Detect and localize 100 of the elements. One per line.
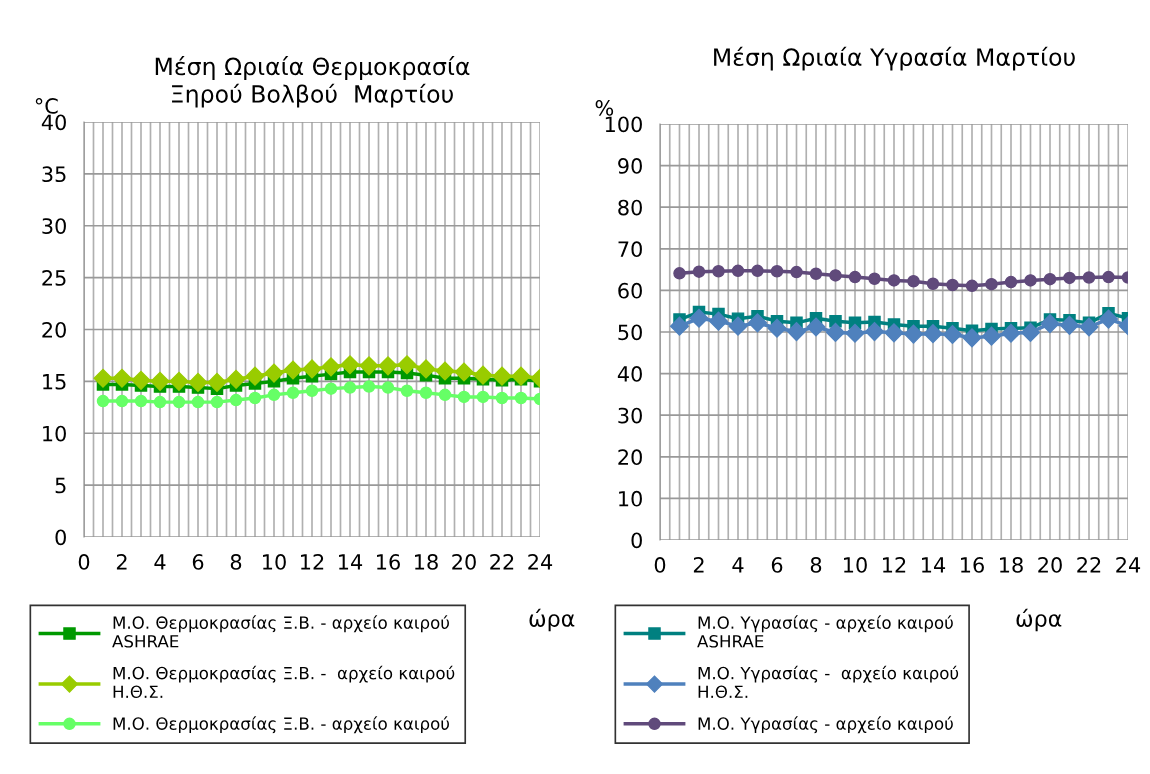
point	[153, 395, 167, 409]
point	[305, 384, 319, 397]
point	[267, 388, 281, 402]
point	[340, 355, 360, 375]
point	[747, 313, 768, 333]
point	[946, 278, 959, 292]
x-tick-label: 22	[1077, 557, 1101, 573]
point	[476, 390, 490, 404]
point	[962, 328, 982, 348]
y-tick-label: 30	[618, 407, 642, 424]
x-tick-label: 10	[263, 554, 286, 570]
point	[1024, 274, 1037, 287]
y-tick-label: 25	[42, 270, 66, 286]
legend-label: Μ.Ο. Υγρασίας - αρχείο καιρού ASHRAE	[697, 615, 953, 648]
point	[286, 386, 300, 400]
x-tick-label: 18	[1000, 557, 1023, 573]
point	[115, 394, 129, 408]
x-tick-label: 6	[192, 554, 204, 570]
point	[942, 324, 963, 345]
point	[400, 384, 414, 397]
point	[692, 265, 706, 278]
point	[829, 269, 842, 282]
point	[731, 264, 745, 278]
point	[1001, 323, 1021, 343]
point	[248, 391, 262, 405]
y-tick-label: 60	[618, 282, 642, 299]
point	[790, 265, 803, 279]
point	[884, 323, 904, 343]
point	[302, 359, 322, 379]
point	[985, 277, 998, 291]
x-tick-label: 12	[883, 557, 906, 573]
point	[868, 272, 881, 286]
point	[112, 368, 132, 388]
y-tick-label: 50	[618, 324, 642, 341]
point	[245, 366, 265, 386]
point	[283, 360, 303, 380]
chart-title: Μέση Ωριαία Υγρασία Μαρτίου	[714, 46, 1075, 71]
point	[903, 324, 924, 344]
point	[188, 372, 208, 392]
x-tick-label: 2	[693, 557, 704, 573]
x-tick-label: 20	[452, 554, 476, 570]
point	[907, 274, 920, 288]
point	[134, 394, 148, 408]
x-tick-label: 10	[844, 557, 867, 573]
y-tick-label: 35	[42, 166, 66, 183]
x-tick-label: 12	[301, 554, 324, 570]
x-tick-label: 18	[415, 554, 438, 570]
point	[131, 370, 151, 390]
point	[381, 381, 395, 394]
point	[362, 380, 376, 393]
x-tick-label: 0	[78, 554, 90, 570]
point	[324, 382, 338, 395]
y-tick-label: 100	[605, 116, 642, 133]
chart-title: Μέση Ωριαία Θερμοκρασία Ξηρού Βολβού Μαρτίου	[155, 56, 470, 108]
x-tick-label: 16	[377, 554, 400, 570]
point	[454, 362, 474, 382]
x-tick-label: 16	[961, 557, 984, 573]
point	[864, 322, 885, 342]
point	[1020, 322, 1041, 342]
y-tick-label: 10	[619, 490, 642, 507]
point	[150, 371, 170, 391]
y-tick-label: 0	[631, 532, 642, 549]
point	[923, 324, 943, 344]
point	[457, 390, 471, 404]
legend-label: Μ.Ο. Υγρασίας - αρχείο καιρού	[698, 716, 953, 734]
point	[495, 391, 509, 405]
point	[1079, 317, 1099, 337]
point	[786, 322, 807, 342]
x-tick-label: 8	[230, 554, 242, 570]
x-tick-label: 0	[654, 557, 666, 573]
point	[416, 359, 436, 379]
point	[845, 323, 865, 343]
point	[96, 394, 110, 408]
legend-label: Μ.Ο. Θερμοκρασίας Ξ.Β. - αρχείο καιρού	[113, 716, 449, 734]
point	[926, 277, 940, 290]
x-tick-label: 8	[810, 557, 822, 573]
y-tick-label: 20	[618, 449, 642, 466]
y-axis-title: °C	[35, 98, 58, 114]
point	[669, 316, 690, 336]
point	[1040, 314, 1060, 334]
point	[689, 308, 709, 328]
point	[1102, 270, 1115, 284]
point	[514, 391, 528, 405]
y-tick-label: 10	[43, 425, 66, 442]
y-axis-title: %	[595, 100, 614, 116]
point	[264, 363, 284, 383]
point	[419, 386, 433, 400]
point	[708, 311, 729, 331]
x-tick-label: 22	[490, 554, 514, 570]
point	[229, 393, 243, 407]
point	[767, 318, 787, 338]
y-tick-label: 20	[42, 321, 66, 338]
point	[378, 356, 398, 376]
point	[673, 267, 686, 280]
point	[1004, 275, 1018, 289]
point	[1082, 271, 1096, 284]
point	[965, 279, 979, 293]
point	[770, 265, 784, 278]
y-tick-label: 5	[55, 477, 66, 494]
y-tick-label: 40	[41, 114, 66, 131]
